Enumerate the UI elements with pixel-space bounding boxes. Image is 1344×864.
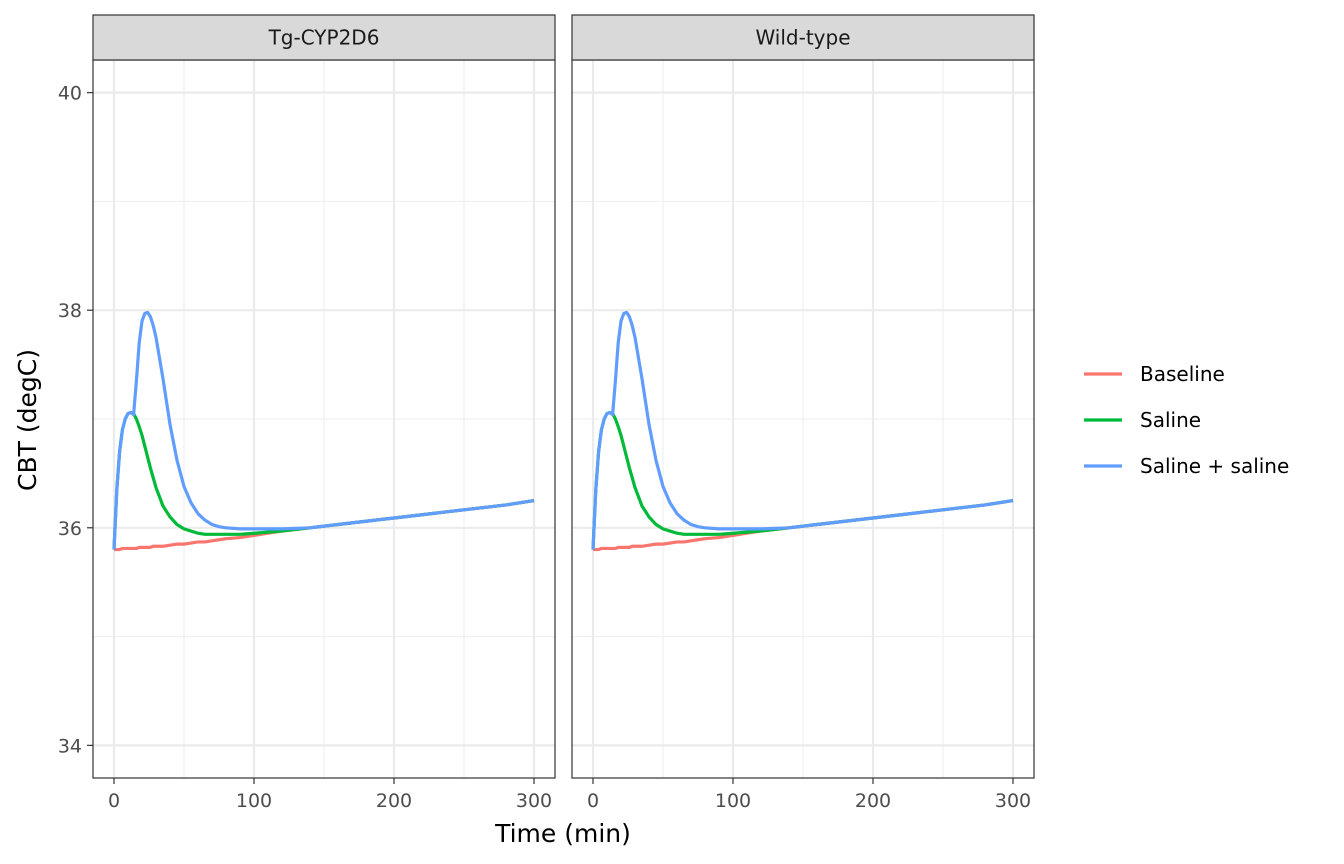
legend-item: Baseline — [1084, 362, 1225, 386]
panel-tg-cyp2d6: Tg-CYP2D6 — [92, 14, 556, 779]
y-tick-label: 34 — [58, 735, 82, 757]
y-tick-label: 40 — [58, 83, 82, 105]
facet-strip-label: Tg-CYP2D6 — [268, 26, 380, 50]
y-axis-title: CBT (degC) — [13, 349, 42, 491]
legend-label: Baseline — [1140, 362, 1225, 386]
y-tick-label: 38 — [58, 300, 82, 322]
x-tick-label: 200 — [855, 790, 891, 812]
legend: Baseline Saline Saline + saline — [1084, 362, 1289, 478]
legend-item: Saline + saline — [1084, 454, 1289, 478]
x-tick-label: 300 — [516, 790, 552, 812]
x-tick-label: 100 — [715, 790, 751, 812]
legend-label: Saline — [1140, 408, 1201, 432]
x-tick-label: 0 — [108, 790, 120, 812]
y-tick-label: 36 — [58, 518, 82, 540]
panel-wild-type: Wild-type — [571, 14, 1035, 779]
facet-strip-label: Wild-type — [755, 26, 850, 50]
legend-label: Saline + saline — [1140, 454, 1289, 478]
series-line-saline-saline — [112, 310, 535, 550]
x-tick-label: 0 — [587, 790, 599, 812]
x-tick-label: 100 — [236, 790, 272, 812]
chart-panels: Tg-CYP2D6 Wild-type — [92, 14, 1035, 779]
x-axes: 0 100 200 300 0 100 200 300 — [108, 778, 1031, 812]
series-line-saline-saline — [591, 310, 1014, 550]
legend-item: Saline — [1084, 408, 1201, 432]
facet-strip — [92, 14, 556, 61]
x-axis-title: Time (min) — [494, 819, 631, 848]
y-axis: 34 36 38 40 — [58, 83, 93, 757]
facet-strip — [571, 14, 1035, 61]
x-tick-label: 300 — [995, 790, 1031, 812]
x-tick-label: 200 — [376, 790, 412, 812]
